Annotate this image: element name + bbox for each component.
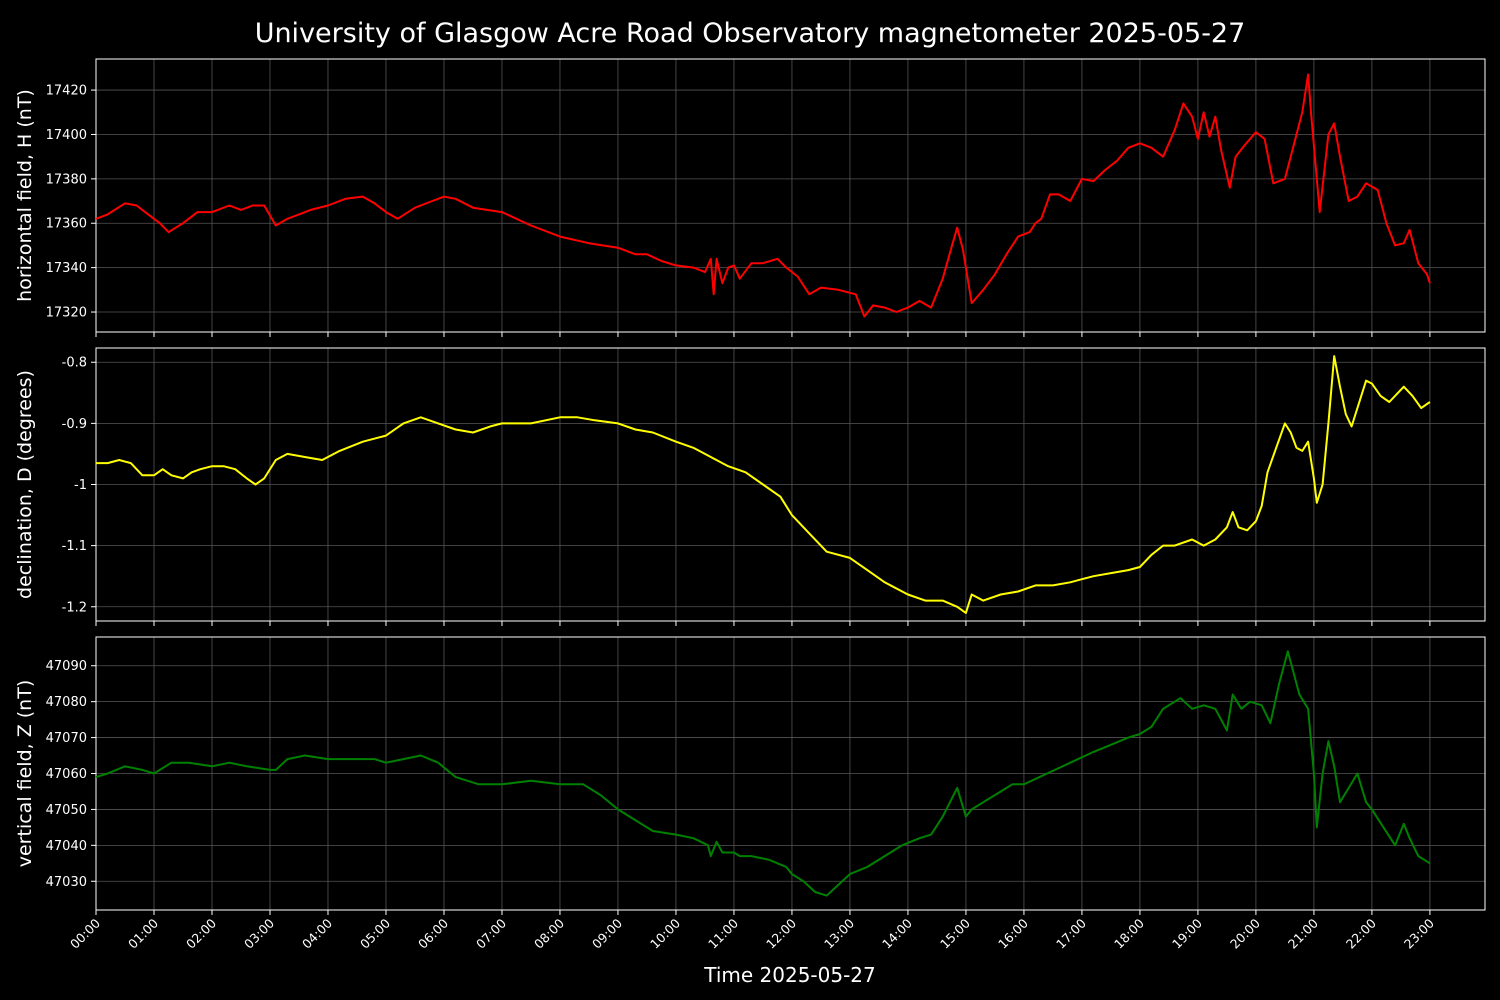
y-tick-label: 47080 <box>46 695 87 710</box>
x-axis-label: Time 2025-05-27 <box>703 963 876 987</box>
ylabel-vertical-field: vertical field, Z (nT) <box>14 680 36 868</box>
y-tick-label: 47030 <box>46 875 87 890</box>
ylabel-horizontal-field: horizontal field, H (nT) <box>14 89 36 302</box>
y-tick-label: 17340 <box>46 261 87 276</box>
axes-frame <box>95 636 1486 911</box>
z-field-line <box>95 650 1431 897</box>
y-tick-label: -0.8 <box>62 356 87 371</box>
y-tick-label: 17360 <box>46 217 87 232</box>
y-tick-label: -1.1 <box>62 539 87 554</box>
y-tick-label: 47050 <box>46 803 87 818</box>
h-field-line <box>95 73 1431 318</box>
chart-title: University of Glasgow Acre Road Observat… <box>255 18 1246 49</box>
y-tick-label: -0.9 <box>62 417 87 432</box>
d-declination-line <box>96 355 1431 614</box>
axes-frame <box>95 58 1486 333</box>
panel-h: 17320 17340 17360 17380 17400 17420 horizontal… <box>14 58 1486 337</box>
y-tick-label: 17400 <box>46 128 87 143</box>
y-tick-label: -1 <box>74 478 87 493</box>
y-tick-label: -1.2 <box>62 600 87 615</box>
y-tick-label: 47070 <box>46 731 87 746</box>
y-tick-label: 47090 <box>46 659 87 674</box>
y-tick-label: 17320 <box>46 306 87 321</box>
y-tick-label: 47040 <box>46 839 87 854</box>
ylabel-declination: declination, D (degrees) <box>14 370 36 599</box>
axes-frame <box>95 347 1486 622</box>
y-tick-label: 17380 <box>46 172 87 187</box>
y-tick-label: 47060 <box>46 767 87 782</box>
panel-d: -0.8 -0.9 -1 -1.1 -1.2 declination, D (degree… <box>14 347 1486 626</box>
y-tick-label: 17420 <box>46 84 87 99</box>
